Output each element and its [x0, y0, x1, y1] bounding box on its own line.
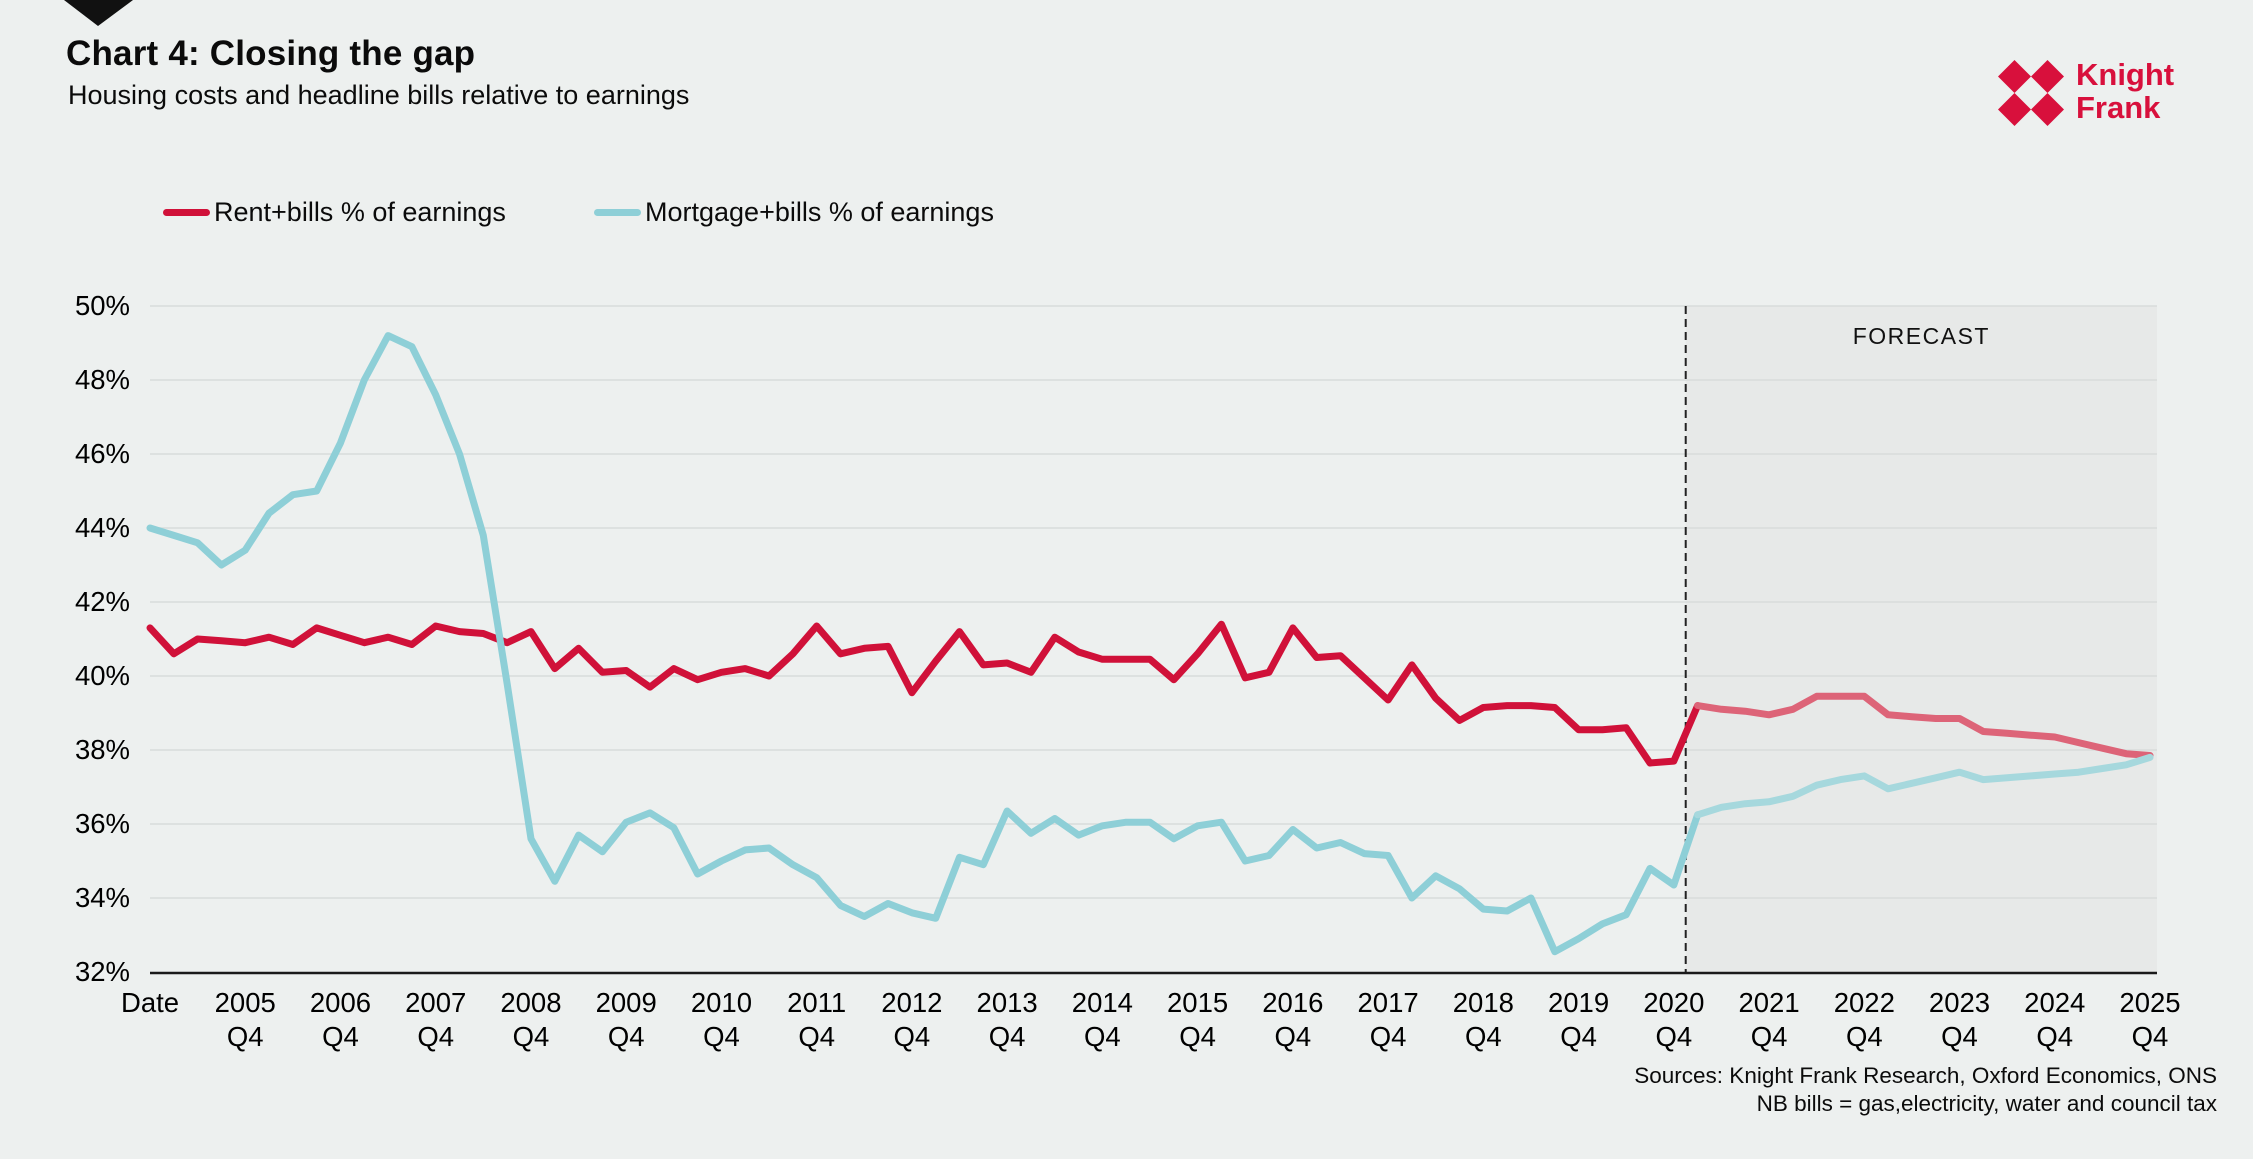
legend-label-mortgage: Mortgage+bills % of earnings: [645, 196, 994, 227]
x-tick-quarter: Q4: [513, 1021, 550, 1052]
legend-item-mortgage: Mortgage+bills % of earnings: [594, 197, 994, 227]
chart-legend: Rent+bills % of earnings Mortgage+bills …: [0, 197, 2253, 227]
x-tick-quarter: Q4: [1084, 1021, 1121, 1052]
y-tick-label: 50%: [75, 290, 130, 321]
forecast-label: FORECAST: [1853, 323, 1990, 349]
x-tick-quarter: Q4: [417, 1021, 454, 1052]
x-tick-quarter: Q4: [1846, 1021, 1883, 1052]
y-tick-label: 36%: [75, 808, 130, 839]
x-tick-year: 2014: [1072, 987, 1133, 1018]
x-tick-quarter: Q4: [322, 1021, 359, 1052]
x-tick-year: 2007: [405, 987, 466, 1018]
x-tick-quarter: Q4: [1560, 1021, 1597, 1052]
y-tick-label: 32%: [75, 956, 130, 987]
legend-label-rent: Rent+bills % of earnings: [214, 196, 506, 227]
y-tick-label: 44%: [75, 512, 130, 543]
x-tick-quarter: Q4: [1370, 1021, 1407, 1052]
nb-line: NB bills = gas,electricity, water and co…: [1756, 1091, 2217, 1116]
y-tick-label: 40%: [75, 660, 130, 691]
x-tick-quarter: Q4: [798, 1021, 835, 1052]
x-tick-year: 2019: [1548, 987, 1609, 1018]
sources-line: Sources: Knight Frank Research, Oxford E…: [1634, 1063, 2217, 1088]
x-tick-year: 2017: [1358, 987, 1419, 1018]
rent-line-forecast: [1694, 692, 2154, 759]
x-tick-quarter: Q4: [894, 1021, 931, 1052]
x-tick-quarter: Q4: [1655, 1021, 1692, 1052]
x-tick-quarter: Q4: [2036, 1021, 2073, 1052]
logo-diamond: [1998, 93, 2031, 126]
logo-line1: Knight: [2076, 57, 2175, 92]
rent-line-swatch-icon: [163, 208, 210, 216]
x-tick-year: 2009: [596, 987, 657, 1018]
x-tick-year: 2022: [1834, 987, 1895, 1018]
x-tick-quarter: Q4: [989, 1021, 1026, 1052]
rent-line-actual: [146, 620, 1702, 767]
x-tick-year: 2008: [500, 987, 561, 1018]
chart-subtitle: Housing costs and headline bills relativ…: [68, 80, 690, 110]
x-tick-year: 2006: [310, 987, 371, 1018]
x-tick-year: 2010: [691, 987, 752, 1018]
x-tick-year: Date: [121, 987, 179, 1018]
y-tick-label: 38%: [75, 734, 130, 765]
y-tick-label: 42%: [75, 586, 130, 617]
y-tick-label: 48%: [75, 364, 130, 395]
x-tick-year: 2011: [787, 987, 846, 1018]
x-tick-year: 2025: [2119, 987, 2180, 1018]
x-tick-quarter: Q4: [1465, 1021, 1502, 1052]
x-tick-quarter: Q4: [1941, 1021, 1978, 1052]
forecast-region: [1685, 306, 2157, 972]
x-tick-quarter: Q4: [1179, 1021, 1216, 1052]
x-tick-year: 2024: [2024, 987, 2085, 1018]
sources-note: Sources: Knight Frank Research, Oxford E…: [1634, 1062, 2217, 1118]
x-tick-quarter: Q4: [703, 1021, 740, 1052]
x-tick-quarter: Q4: [2132, 1021, 2169, 1052]
x-tick-year: 2015: [1167, 987, 1228, 1018]
logo-diamond: [2031, 93, 2064, 126]
logo-diamond: [1998, 60, 2031, 93]
logo-line2: Frank: [2076, 90, 2161, 125]
mortgage-line-swatch-icon: [594, 208, 641, 216]
y-tick-label: 34%: [75, 882, 130, 913]
x-tick-quarter: Q4: [1751, 1021, 1788, 1052]
mortgage-line-actual: [146, 332, 1702, 956]
corner-triangle-icon: [64, 0, 133, 26]
x-tick-year: 2005: [215, 987, 276, 1018]
x-tick-year: 2012: [881, 987, 942, 1018]
x-tick-year: 2023: [1929, 987, 1990, 1018]
x-tick-year: 2018: [1453, 987, 1514, 1018]
chart-title: Chart 4: Closing the gap: [66, 34, 476, 73]
y-tick-label: 46%: [75, 438, 130, 469]
x-tick-year: 2021: [1738, 987, 1799, 1018]
logo-diamond: [2031, 60, 2064, 93]
mortgage-line-forecast: [1694, 753, 2154, 819]
knight-frank-logo: Knight Frank: [1998, 58, 2174, 126]
knight-frank-mark-icon: [1998, 60, 2064, 126]
knight-frank-wordmark: Knight Frank: [2076, 58, 2174, 124]
legend-item-rent: Rent+bills % of earnings: [163, 197, 506, 227]
x-tick-quarter: Q4: [608, 1021, 645, 1052]
x-tick-year: 2016: [1262, 987, 1323, 1018]
x-tick-quarter: Q4: [1275, 1021, 1312, 1052]
x-tick-quarter: Q4: [227, 1021, 264, 1052]
x-tick-year: 2013: [977, 987, 1038, 1018]
x-tick-year: 2020: [1643, 987, 1704, 1018]
